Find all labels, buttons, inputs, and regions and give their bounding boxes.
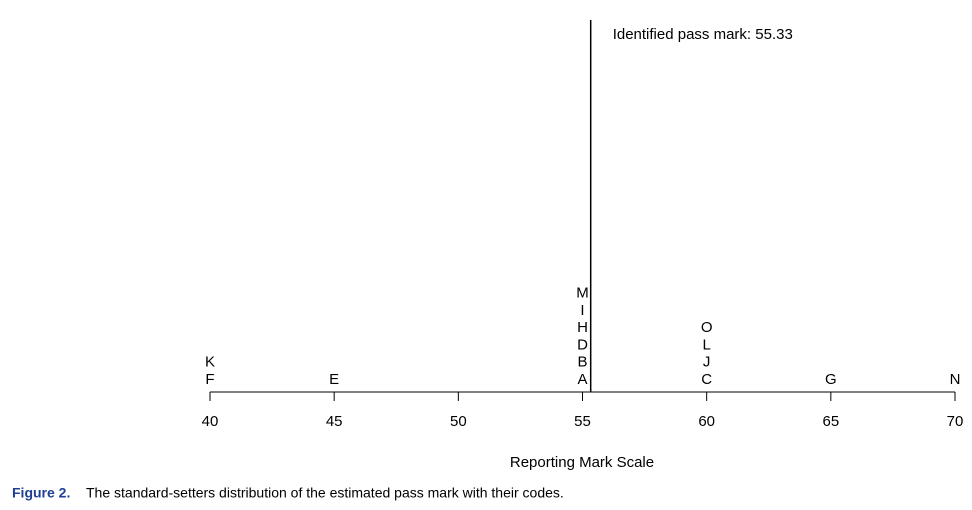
x-tick-label: 65 xyxy=(822,413,839,430)
x-tick-label: 45 xyxy=(326,413,343,430)
code-letter: J xyxy=(703,354,711,371)
code-letter: I xyxy=(580,302,584,319)
pass-mark-label: Identified pass mark: 55.33 xyxy=(613,26,793,43)
code-letter: C xyxy=(701,371,712,388)
code-letter: F xyxy=(205,371,214,388)
x-tick-label: 70 xyxy=(947,413,964,430)
caption-label: Figure 2. xyxy=(12,485,70,501)
x-tick-label: 50 xyxy=(450,413,467,430)
code-letter: G xyxy=(825,371,837,388)
code-letter: D xyxy=(577,336,588,353)
code-letter: M xyxy=(576,284,589,301)
code-letter: N xyxy=(950,371,961,388)
x-axis-label: Reporting Mark Scale xyxy=(510,454,654,471)
x-tick-label: 55 xyxy=(574,413,591,430)
x-tick-label: 60 xyxy=(698,413,715,430)
code-letter: O xyxy=(701,319,713,336)
code-letter: K xyxy=(205,354,215,371)
x-tick-label: 40 xyxy=(202,413,219,430)
code-letter: L xyxy=(702,336,710,353)
code-letter: B xyxy=(577,354,587,371)
code-letter: A xyxy=(577,371,587,388)
caption-text: The standard-setters distribution of the… xyxy=(86,485,564,501)
code-letter: H xyxy=(577,319,588,336)
code-letter: E xyxy=(329,371,339,388)
